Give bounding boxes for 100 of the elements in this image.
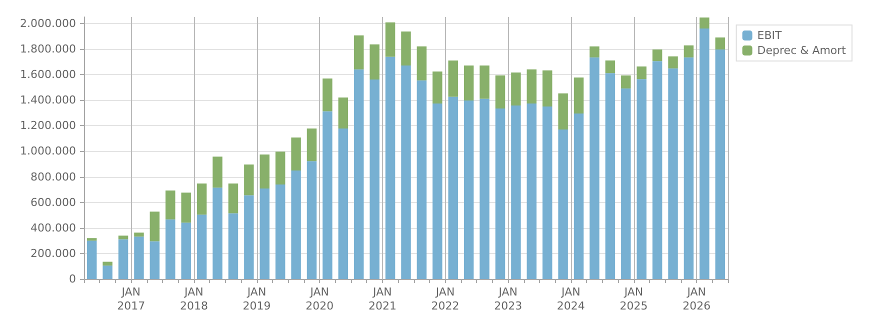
bar	[244, 195, 254, 279]
bar	[511, 72, 521, 106]
bar	[416, 46, 427, 80]
y-tick-label: 1.800.000	[20, 42, 76, 56]
bar	[134, 232, 144, 237]
bar	[150, 241, 160, 279]
x-tick-label: JAN 2021	[368, 286, 396, 312]
bar	[652, 49, 662, 62]
bar	[715, 37, 726, 50]
bar	[354, 69, 364, 279]
bar	[166, 219, 176, 279]
bar	[275, 152, 286, 185]
y-tick-label: 1.400.000	[20, 94, 76, 107]
bar	[636, 79, 646, 279]
x-tick-label: JAN 2017	[117, 286, 146, 312]
bar	[574, 77, 584, 114]
bar	[228, 213, 238, 279]
y-tick-label: 800.000	[30, 170, 76, 184]
bar	[605, 73, 616, 279]
bar	[370, 44, 380, 80]
bar	[134, 236, 144, 279]
bar	[166, 190, 176, 220]
bar	[684, 45, 694, 58]
y-tick-label: 1.200.000	[20, 119, 76, 132]
bar	[196, 184, 207, 215]
bar	[668, 56, 678, 68]
bar	[385, 22, 396, 57]
bar	[306, 128, 317, 162]
y-tick-label: 600.000	[30, 196, 76, 209]
x-tick-label: JAN 2022	[431, 286, 460, 312]
bar	[715, 49, 726, 279]
bar	[558, 93, 568, 130]
bar	[401, 65, 411, 279]
bar	[212, 156, 222, 188]
bar	[542, 106, 552, 279]
bar	[495, 75, 506, 109]
bar	[370, 79, 380, 279]
x-tick-label: JAN 2024	[556, 286, 585, 312]
bar	[480, 98, 490, 279]
bar	[652, 61, 662, 279]
y-tick-label: 200.000	[30, 246, 76, 260]
legend-label: EBIT	[757, 29, 782, 42]
x-tick-label: JAN 2019	[242, 286, 271, 312]
bar	[416, 80, 427, 279]
bar	[260, 154, 270, 189]
bar	[480, 65, 490, 99]
bar	[448, 96, 458, 279]
bar	[432, 71, 442, 104]
bar	[212, 188, 222, 279]
bar	[86, 238, 97, 241]
bar	[306, 161, 317, 279]
bar	[244, 164, 254, 196]
bar	[432, 104, 442, 279]
bar	[605, 60, 616, 74]
x-tick-label: JAN 2018	[180, 286, 208, 312]
bar	[590, 46, 600, 58]
y-tick-label: 1.600.000	[20, 68, 76, 82]
bar	[291, 138, 301, 170]
bar	[118, 239, 128, 279]
bar	[322, 111, 332, 279]
bar	[495, 108, 506, 279]
bar	[526, 69, 537, 104]
bar	[385, 56, 396, 279]
y-tick-label: 2.000.000	[20, 16, 76, 30]
y-tick-label: 1.000.000	[20, 144, 76, 158]
x-tick-label: JAN 2025	[620, 286, 648, 312]
bar	[464, 65, 474, 100]
bar	[118, 236, 128, 240]
bar	[150, 212, 160, 242]
y-tick-label: 400.000	[30, 221, 76, 234]
x-tick-label: JAN 2026	[682, 286, 711, 312]
bar	[338, 98, 348, 128]
bar	[228, 184, 238, 214]
bar	[338, 128, 348, 279]
bar	[574, 113, 584, 279]
x-tick-label: JAN 2020	[306, 286, 334, 312]
bar	[181, 222, 191, 279]
bar	[196, 214, 207, 279]
bar	[511, 105, 521, 279]
bar	[558, 129, 568, 279]
bar	[291, 170, 301, 279]
bar	[181, 192, 191, 223]
bar	[102, 262, 112, 266]
x-tick-label: JAN 2023	[494, 286, 522, 312]
bar	[590, 57, 600, 279]
bar	[621, 88, 631, 279]
bar	[700, 18, 710, 28]
y-tick-label: 0	[69, 272, 76, 286]
bar	[621, 75, 631, 88]
bar	[401, 31, 411, 66]
bar	[448, 60, 458, 97]
bar	[354, 35, 364, 70]
bar	[684, 57, 694, 279]
bar	[668, 68, 678, 279]
bar	[86, 240, 97, 279]
bar	[102, 266, 112, 279]
legend-label: Deprec & Amort	[757, 44, 847, 57]
bar	[275, 184, 286, 279]
bar	[700, 28, 710, 279]
bar	[464, 100, 474, 279]
